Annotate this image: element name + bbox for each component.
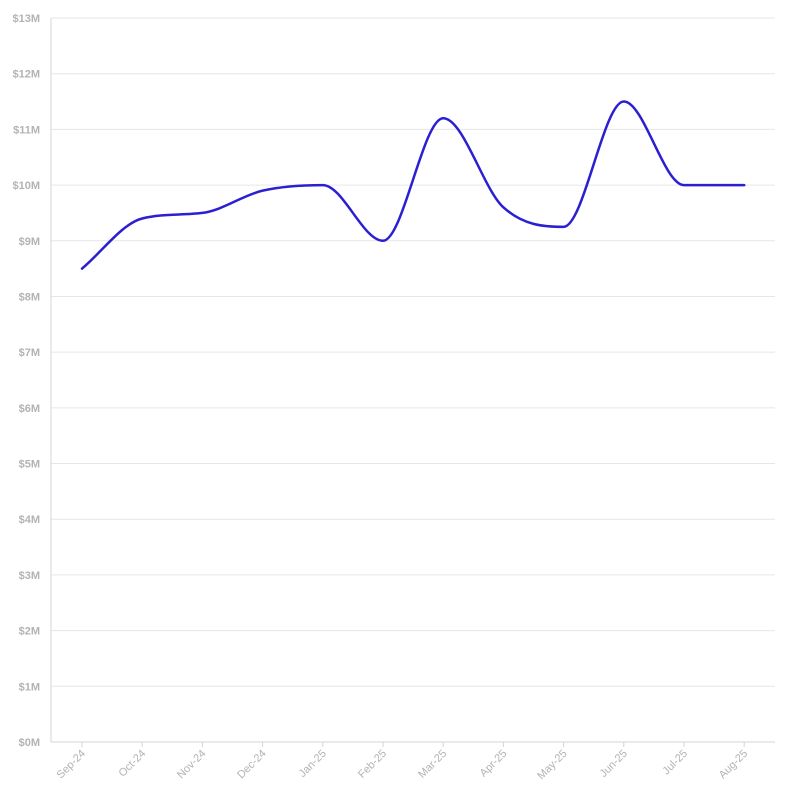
x-tick-label: Dec-24	[235, 748, 269, 782]
y-tick-label: $6M	[19, 403, 40, 415]
y-tick-label: $2M	[19, 626, 40, 638]
y-tick-label: $3M	[19, 570, 40, 582]
x-tick-label: Aug-25	[717, 748, 751, 782]
y-tick-label: $10M	[12, 180, 40, 192]
y-tick-label: $9M	[19, 236, 40, 248]
y-tick-label: $8M	[19, 291, 40, 303]
x-axis-ticks: Sep-24 Oct-24 Nov-24 Dec-24 Jan-25 Feb-25 Mar-…	[55, 742, 751, 782]
y-tick-label: $4M	[19, 514, 40, 526]
grid-lines	[51, 17, 775, 687]
series-lines	[80, 100, 746, 270]
x-tick-label: Oct-24	[116, 748, 148, 780]
x-tick-label: Apr-25	[478, 748, 510, 780]
x-tick-label: Jan-25	[297, 748, 329, 780]
y-tick-label: $1M	[19, 681, 40, 693]
x-tick-label: Jul-25	[660, 748, 690, 778]
y-tick-label: $7M	[19, 347, 40, 359]
y-axis-ticks: $0M $1M $2M $3M $4M $5M $6M $7M $8M $9M $10M $11M $1…	[12, 13, 40, 749]
axes	[50, 18, 775, 743]
y-tick-label: $11M	[13, 124, 40, 136]
y-tick-label: $5M	[19, 459, 40, 471]
x-tick-label: Jun-25	[598, 748, 630, 780]
y-tick-label: $0M	[19, 737, 40, 749]
x-tick-label: Mar-25	[416, 748, 449, 781]
x-tick-label: Nov-24	[175, 748, 209, 782]
y-tick-label: $13M	[12, 13, 40, 25]
y-tick-label: $12M	[12, 69, 40, 81]
x-tick-label: May-25	[535, 748, 569, 782]
x-tick-label: Feb-25	[356, 748, 389, 781]
x-tick-label: Sep-24	[55, 748, 89, 782]
series-line	[80, 100, 746, 270]
